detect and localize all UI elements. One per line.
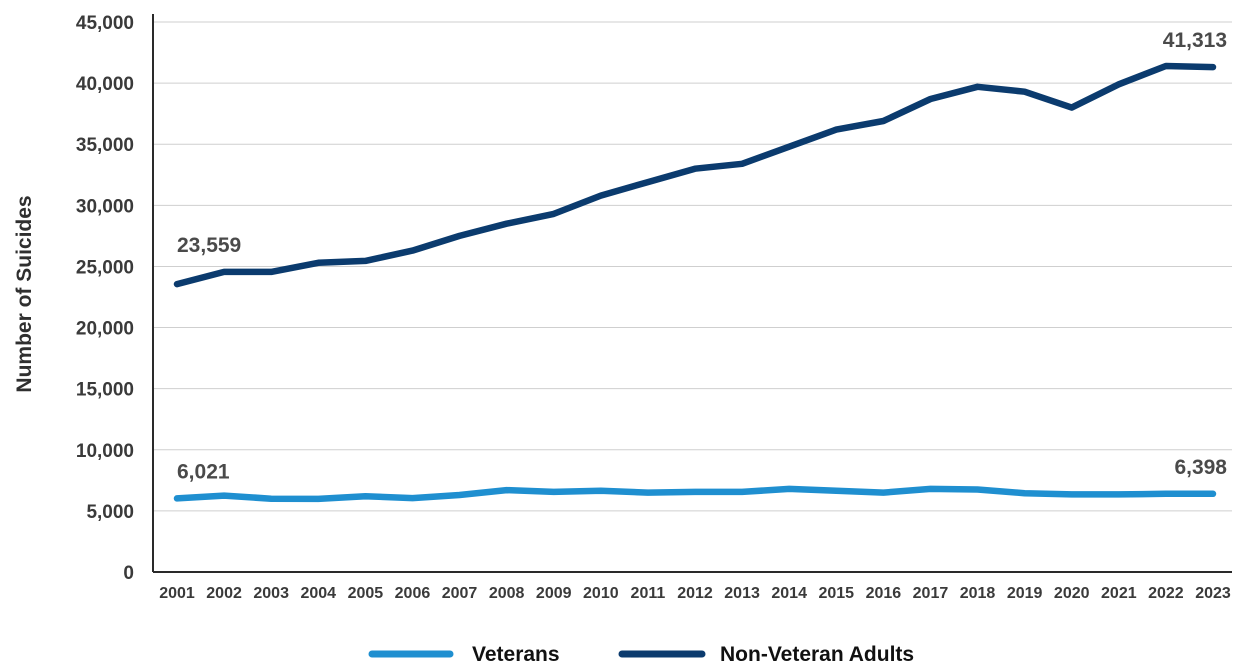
legend: Veterans Non-Veteran Adults [368, 643, 914, 666]
x-tick-label: 2005 [348, 585, 384, 602]
y-tick-label: 35,000 [76, 135, 134, 156]
data-label: 41,313 [1163, 29, 1227, 52]
y-tick-label: 45,000 [76, 13, 134, 34]
legend-item-veterans: Veterans [368, 643, 560, 666]
x-tick-label: 2023 [1195, 585, 1231, 602]
y-tick-label: 10,000 [76, 441, 134, 462]
data-labels: 23,559 41,313 6,021 6,398 [177, 29, 1227, 483]
y-tick-label: 25,000 [76, 257, 134, 278]
x-tick-label: 2009 [536, 585, 572, 602]
y-tick-label: 5,000 [86, 502, 134, 523]
x-tick-label: 2022 [1148, 585, 1184, 602]
legend-label: Non-Veteran Adults [720, 643, 914, 665]
legend-label: Veterans [472, 643, 560, 665]
x-tick-label: 2010 [583, 585, 619, 602]
legend-item-non-veteran-adults: Non-Veteran Adults [618, 643, 914, 666]
x-tick-label: 2019 [1007, 585, 1043, 602]
x-tick-labels: 2001 2002 2003 2004 2005 2006 2007 2008 2009 2010… [159, 585, 1231, 602]
y-tick-label: 30,000 [76, 196, 134, 217]
x-tick-label: 2018 [960, 585, 996, 602]
x-tick-label: 2007 [442, 585, 478, 602]
y-tick-label: 0 [123, 563, 134, 584]
data-label: 23,559 [177, 234, 241, 257]
data-label: 6,398 [1174, 456, 1227, 479]
x-tick-label: 2011 [631, 585, 666, 602]
data-label: 6,021 [177, 460, 230, 483]
y-tick-label: 20,000 [76, 319, 134, 340]
x-tick-label: 2013 [724, 585, 760, 602]
y-axis-title: Number of Suicides [13, 195, 36, 392]
x-tick-label: 2001 [159, 585, 195, 602]
x-tick-label: 2012 [677, 585, 713, 602]
x-tick-label: 2020 [1054, 585, 1090, 602]
x-tick-label: 2003 [253, 585, 289, 602]
x-tick-label: 2002 [206, 585, 242, 602]
series-line-non-veteran-adults [173, 62, 1217, 288]
x-tick-label: 2014 [771, 585, 807, 602]
x-tick-label: 2015 [818, 585, 854, 602]
series-lines [173, 62, 1217, 503]
x-tick-label: 2008 [489, 585, 525, 602]
x-tick-label: 2021 [1101, 585, 1137, 602]
axes [152, 14, 1232, 573]
x-tick-label: 2016 [866, 585, 902, 602]
gridlines [153, 21, 1232, 512]
x-tick-label: 2017 [913, 585, 949, 602]
y-tick-labels: 0 5,000 10,000 15,000 20,000 25,000 30,000 35,0… [76, 13, 134, 584]
series-line-veterans [173, 485, 1217, 503]
y-tick-label: 15,000 [76, 380, 134, 401]
x-tick-label: 2004 [300, 585, 336, 602]
y-tick-label: 40,000 [76, 74, 134, 95]
x-tick-label: 2006 [395, 585, 431, 602]
